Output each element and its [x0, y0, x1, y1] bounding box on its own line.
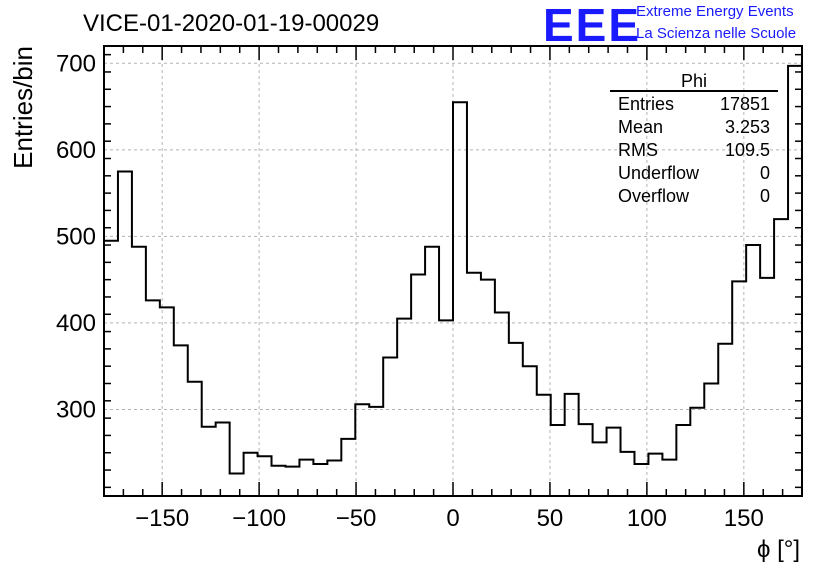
histogram-line	[104, 64, 802, 475]
x-axis-label: ϕ [°]	[757, 536, 800, 563]
stats-label: Underflow	[618, 163, 700, 183]
logo-line-1: Extreme Energy Events	[636, 3, 794, 20]
x-tick-label: −150	[135, 505, 189, 532]
stats-title: Phi	[681, 71, 707, 91]
y-axis-label: Entries/bin	[8, 46, 38, 169]
logo-line-2: La Scienza nelle Scuole	[636, 25, 797, 42]
stats-label: RMS	[618, 140, 658, 160]
stats-value: 17851	[720, 94, 770, 114]
y-tick-label: 700	[56, 50, 96, 77]
x-axis-ticks: −150 −100 −50 0 50 100 150	[122, 46, 784, 532]
stats-label: Mean	[618, 117, 663, 137]
x-tick-label: −50	[336, 505, 377, 532]
x-tick-label: 50	[537, 505, 564, 532]
stats-box: Phi Entries 17851 Mean 3.253 RMS 109.5 Underfl…	[610, 71, 778, 206]
x-tick-label: 150	[724, 505, 764, 532]
eee-logo: EEE	[543, 0, 642, 51]
y-tick-label: 300	[56, 396, 96, 423]
y-axis-ticks: 300 400 500 600 700	[56, 50, 802, 489]
stats-value: 0	[760, 186, 770, 206]
y-tick-label: 500	[56, 223, 96, 250]
x-tick-label: 0	[446, 505, 459, 532]
x-tick-label: −100	[232, 505, 286, 532]
stats-label: Overflow	[618, 186, 690, 206]
stats-value: 0	[760, 163, 770, 183]
x-tick-label: 100	[627, 505, 667, 532]
stats-value: 3.253	[725, 117, 770, 137]
chart-title: VICE-01-2020-01-19-00029	[83, 10, 380, 37]
y-tick-label: 600	[56, 137, 96, 164]
stats-value: 109.5	[725, 140, 770, 160]
y-tick-label: 400	[56, 310, 96, 337]
stats-label: Entries	[618, 94, 674, 114]
